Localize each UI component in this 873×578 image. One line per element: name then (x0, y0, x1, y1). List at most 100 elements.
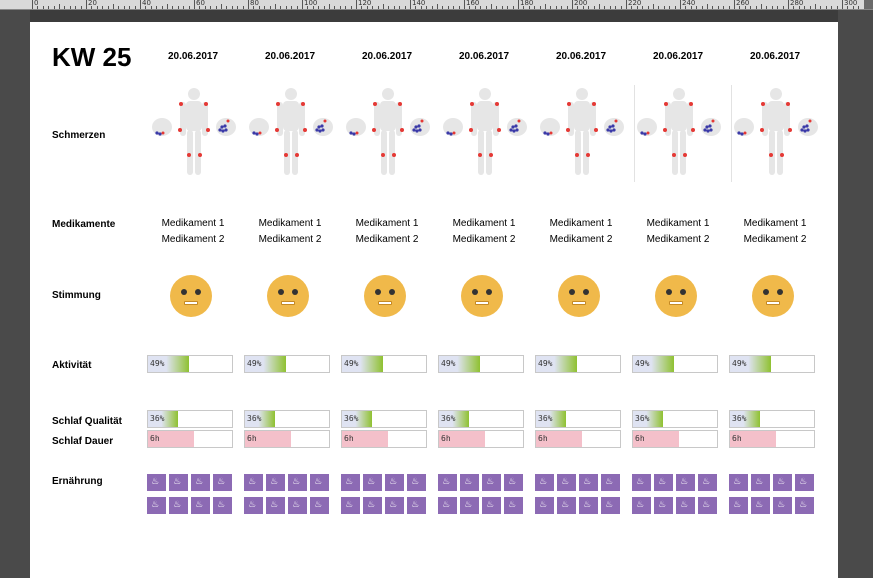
food-glyph: ♨ (636, 477, 645, 487)
pain-body-map-icon[interactable] (537, 85, 627, 190)
food-icon[interactable]: ♨ (535, 497, 554, 514)
neutral-face-icon[interactable] (752, 275, 794, 317)
food-icon[interactable]: ♨ (676, 497, 695, 514)
food-icon[interactable]: ♨ (698, 474, 717, 491)
food-glyph: ♨ (195, 500, 204, 510)
neutral-face-icon[interactable] (655, 275, 697, 317)
ruler-tick (312, 6, 314, 9)
neutral-face-icon[interactable] (558, 275, 600, 317)
ruler-tick (339, 6, 341, 9)
sleep-duration-bar-fill (633, 431, 679, 447)
food-icon[interactable]: ♨ (341, 497, 360, 514)
ruler-tick (717, 6, 719, 9)
medication-item: Medikament 1 (161, 218, 225, 229)
food-icon[interactable]: ♨ (557, 497, 576, 514)
food-icon[interactable]: ♨ (795, 497, 814, 514)
food-icon[interactable]: ♨ (482, 474, 501, 491)
food-icon[interactable]: ♨ (288, 497, 307, 514)
ruler-tick (739, 6, 741, 9)
food-icon[interactable]: ♨ (169, 474, 188, 491)
food-icon[interactable]: ♨ (385, 497, 404, 514)
pain-body-map-icon[interactable] (731, 85, 821, 190)
food-icon[interactable]: ♨ (504, 474, 523, 491)
ruler-tick (453, 6, 455, 9)
ruler-tick (782, 6, 784, 9)
food-icon[interactable]: ♨ (535, 474, 554, 491)
pain-body-map-icon[interactable] (149, 85, 239, 190)
neutral-face-icon[interactable] (364, 275, 406, 317)
food-glyph: ♨ (799, 500, 808, 510)
food-glyph: ♨ (195, 477, 204, 487)
food-icon[interactable]: ♨ (773, 497, 792, 514)
food-icon[interactable]: ♨ (244, 474, 263, 491)
food-icon[interactable]: ♨ (698, 497, 717, 514)
food-icon[interactable]: ♨ (482, 497, 501, 514)
food-icon[interactable]: ♨ (504, 497, 523, 514)
food-icon[interactable]: ♨ (676, 474, 695, 491)
food-icon[interactable]: ♨ (341, 474, 360, 491)
ruler-tick (777, 6, 779, 9)
food-glyph: ♨ (292, 500, 301, 510)
food-icon[interactable]: ♨ (363, 474, 382, 491)
ruler-tick (663, 6, 665, 9)
food-icon[interactable]: ♨ (601, 497, 620, 514)
food-icon[interactable]: ♨ (407, 474, 426, 491)
food-icon[interactable]: ♨ (460, 497, 479, 514)
food-icon[interactable]: ♨ (266, 497, 285, 514)
medication-item: Medikament 2 (549, 234, 613, 245)
food-icon[interactable]: ♨ (729, 474, 748, 491)
food-icon[interactable]: ♨ (751, 474, 770, 491)
ruler-tick (750, 6, 752, 9)
ruler-tick (393, 6, 395, 9)
food-icon[interactable]: ♨ (288, 474, 307, 491)
food-icon[interactable]: ♨ (654, 474, 673, 491)
face-eye (777, 289, 783, 295)
food-icon[interactable]: ♨ (579, 474, 598, 491)
food-icon[interactable]: ♨ (601, 474, 620, 491)
pain-body-map-icon[interactable] (634, 85, 724, 190)
food-icon[interactable]: ♨ (147, 497, 166, 514)
food-icon[interactable]: ♨ (729, 497, 748, 514)
activity-bar-value: 49% (635, 359, 650, 368)
pain-body-map-icon[interactable] (343, 85, 433, 190)
ruler-tick (145, 6, 147, 9)
neutral-face-icon[interactable] (461, 275, 503, 317)
food-icon[interactable]: ♨ (795, 474, 814, 491)
neutral-face-icon[interactable] (267, 275, 309, 317)
ruler-tick (442, 6, 444, 9)
food-icon[interactable]: ♨ (147, 474, 166, 491)
neutral-face-icon[interactable] (170, 275, 212, 317)
food-icon[interactable]: ♨ (460, 474, 479, 491)
ruler-tick (361, 6, 363, 9)
food-icon[interactable]: ♨ (213, 497, 232, 514)
food-icon[interactable]: ♨ (266, 474, 285, 491)
food-icon[interactable]: ♨ (169, 497, 188, 514)
ruler-label: 100 (304, 0, 318, 7)
food-icon[interactable]: ♨ (385, 474, 404, 491)
food-icon[interactable]: ♨ (438, 497, 457, 514)
food-icon[interactable]: ♨ (438, 474, 457, 491)
food-icon[interactable]: ♨ (557, 474, 576, 491)
activity-bar: 49% (341, 355, 427, 373)
ruler-tick (118, 6, 120, 9)
ruler-tick (761, 4, 762, 9)
food-icon[interactable]: ♨ (363, 497, 382, 514)
food-icon[interactable]: ♨ (579, 497, 598, 514)
food-icon[interactable]: ♨ (191, 497, 210, 514)
food-icon[interactable]: ♨ (773, 474, 792, 491)
food-icon[interactable]: ♨ (751, 497, 770, 514)
food-icon[interactable]: ♨ (191, 474, 210, 491)
ruler-tick (690, 6, 692, 9)
food-icon[interactable]: ♨ (632, 474, 651, 491)
pain-body-map-icon[interactable] (246, 85, 336, 190)
food-icon[interactable]: ♨ (632, 497, 651, 514)
food-icon[interactable]: ♨ (310, 474, 329, 491)
food-icon[interactable]: ♨ (310, 497, 329, 514)
food-icon[interactable]: ♨ (654, 497, 673, 514)
food-glyph: ♨ (755, 477, 764, 487)
food-glyph: ♨ (733, 477, 742, 487)
food-icon[interactable]: ♨ (244, 497, 263, 514)
food-icon[interactable]: ♨ (213, 474, 232, 491)
pain-body-map-icon[interactable] (440, 85, 530, 190)
food-icon[interactable]: ♨ (407, 497, 426, 514)
